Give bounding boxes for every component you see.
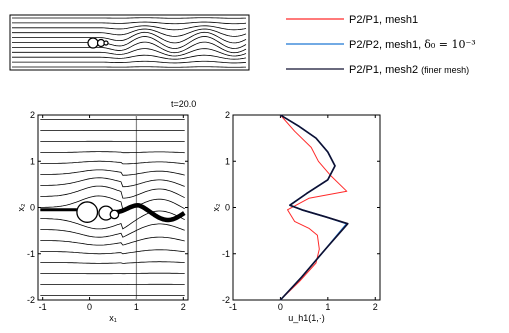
left-xtick-label: 1 xyxy=(134,302,139,312)
left-streamline xyxy=(40,185,185,199)
right-xtick-label: -1 xyxy=(229,302,237,312)
right-xtick-label: 1 xyxy=(325,302,330,312)
channel-streamline xyxy=(12,21,247,25)
left-particle xyxy=(76,201,99,223)
channel-particle xyxy=(87,37,99,49)
left-axes-frame xyxy=(37,114,189,301)
left-streamline xyxy=(40,151,185,154)
right-ylabel: x₂ xyxy=(211,203,221,212)
right-series-line xyxy=(280,114,348,301)
right-ytick-label: 2 xyxy=(225,110,230,120)
left-streamline xyxy=(40,177,185,188)
left-ytick-label: 0 xyxy=(30,203,35,213)
legend-label-p2p2: P2/P2, mesh1, δ₀ = 10⁻³ xyxy=(349,38,476,51)
left-xtick-label: 2 xyxy=(181,302,186,312)
channel-frame xyxy=(9,14,250,71)
left-xtick-label: -1 xyxy=(39,302,47,312)
left-ytick-label: -1 xyxy=(27,249,35,259)
channel-streamline xyxy=(12,31,247,44)
streamline-plot: -1 0 1 2 -2 -1 0 1 2 x₁ x₂ xyxy=(16,110,189,323)
left-ylabel: x₂ xyxy=(16,203,26,212)
channel-streamline xyxy=(12,36,247,49)
right-series-line xyxy=(279,114,349,301)
right-ytick-label: -1 xyxy=(222,249,230,259)
legend: P2/P1, mesh1 P2/P2, mesh1, δ₀ = 10⁻³ P2/… xyxy=(286,14,476,76)
left-xtick-label: 0 xyxy=(87,302,92,312)
time-label: t=20.0 xyxy=(171,99,196,109)
left-streamline xyxy=(40,261,185,264)
channel-streamline xyxy=(12,48,247,57)
channel-particle xyxy=(103,40,109,46)
right-series-line xyxy=(279,114,348,301)
left-wake-band xyxy=(115,203,186,223)
left-ytick-label: 2 xyxy=(30,110,35,120)
channel-overview-plot xyxy=(9,14,250,71)
channel-streamline xyxy=(12,25,247,31)
left-streamline xyxy=(40,169,185,176)
legend-label-mesh1: P2/P1, mesh1 xyxy=(349,14,418,26)
channel-streamline xyxy=(12,17,247,19)
channel-streamline xyxy=(12,54,247,60)
left-streamline xyxy=(40,223,185,238)
left-streamline xyxy=(40,272,185,275)
left-xlabel: x₁ xyxy=(109,313,117,323)
right-ytick-label: -2 xyxy=(222,295,230,305)
legend-small-note: (finer mesh) xyxy=(421,65,469,75)
left-streamline xyxy=(40,210,185,230)
channel-streamline xyxy=(12,60,247,64)
right-xtick-label: 0 xyxy=(278,302,283,312)
right-ytick-label: 0 xyxy=(225,203,230,213)
right-xtick-label: 2 xyxy=(373,302,378,312)
left-streamline xyxy=(40,249,185,255)
channel-streamline xyxy=(12,41,247,54)
right-ytick-label: 1 xyxy=(225,156,230,166)
left-particle xyxy=(109,209,120,220)
left-ytick-label: 1 xyxy=(30,156,35,166)
left-streamline xyxy=(40,236,185,246)
left-streamline xyxy=(40,195,185,210)
channel-streamline xyxy=(12,66,247,68)
right-xlabel: u_h1(1,·) xyxy=(288,313,325,323)
left-ytick-label: -2 xyxy=(27,295,35,305)
legend-label-mesh2: P2/P1, mesh2 (finer mesh) xyxy=(349,64,469,76)
channel-streamline xyxy=(12,28,247,37)
left-streamline xyxy=(40,160,185,165)
legend-math-delta: δ₀ = 10⁻³ xyxy=(424,38,475,51)
